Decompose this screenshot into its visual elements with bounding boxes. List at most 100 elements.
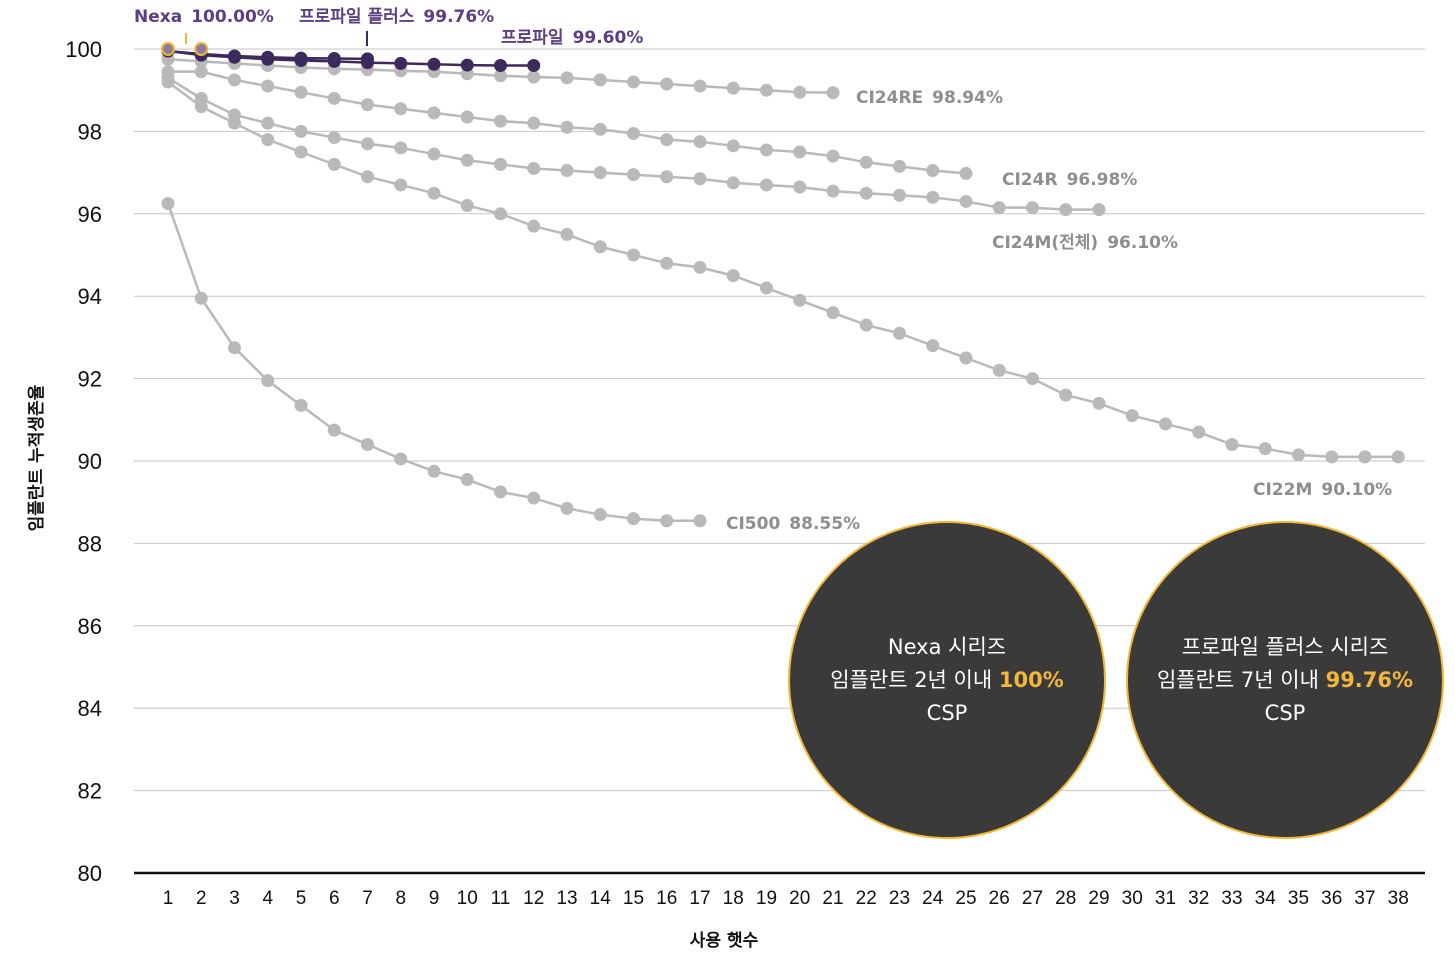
data-point: [460, 110, 474, 124]
data-point: [693, 260, 707, 274]
bubble-highlight: 99.76%: [1325, 667, 1414, 692]
x-tick-label: 32: [1188, 888, 1209, 909]
data-point: [893, 188, 906, 202]
data-point: [1026, 201, 1039, 215]
data-point: [1125, 409, 1139, 423]
data-point: [826, 184, 840, 198]
series-name: Nexa: [134, 7, 182, 27]
data-point: [228, 108, 241, 122]
series-value: 98.94%: [932, 88, 1003, 108]
data-point: [893, 326, 906, 340]
data-point: [1325, 450, 1339, 464]
data-point: [228, 341, 241, 355]
data-point: [527, 219, 541, 233]
series-value: 96.98%: [1067, 170, 1138, 190]
data-point: [793, 85, 807, 99]
label-ci24r: CI24R 96.98%: [1002, 170, 1137, 190]
data-point: [427, 186, 441, 200]
data-point: [327, 91, 341, 105]
x-tick-label: 4: [262, 888, 273, 909]
data-point: [1258, 442, 1272, 456]
series-ci24m: [161, 71, 1106, 217]
series-name: 프로파일: [501, 28, 564, 48]
x-tick-label: 36: [1321, 888, 1342, 909]
x-tick-label: 17: [689, 888, 710, 909]
x-tick-label: 33: [1221, 888, 1242, 909]
data-point: [726, 139, 740, 153]
data-point: [992, 363, 1006, 377]
series-name: CI24R: [1002, 170, 1058, 190]
data-point: [726, 81, 740, 95]
bubble-line-2-text: 임플란트 7년 이내: [1156, 667, 1326, 692]
data-point: [228, 49, 241, 63]
data-point: [1092, 396, 1106, 410]
y-axis-title: 임플란트 누적생존율: [26, 384, 47, 531]
label-ci24re: CI24RE 98.94%: [856, 88, 1003, 108]
data-point: [793, 145, 807, 159]
data-point: [194, 91, 208, 105]
data-point: [161, 65, 175, 79]
data-point: [261, 50, 275, 64]
data-point: [294, 145, 308, 159]
data-point: [361, 438, 374, 452]
series-value: 99.60%: [573, 28, 644, 48]
y-tick-label: 98: [78, 119, 102, 144]
data-point: [926, 190, 940, 204]
data-point: [261, 374, 275, 388]
series-ci24r: [161, 65, 973, 180]
label-profile: 프로파일 99.60%: [501, 28, 643, 48]
data-point: [194, 291, 208, 305]
data-point: [926, 164, 940, 178]
data-point: [361, 170, 374, 184]
data-point: [161, 197, 175, 210]
data-point: [627, 75, 640, 89]
y-tick-label: 96: [78, 202, 102, 227]
data-point: [1059, 388, 1073, 402]
data-point: [261, 133, 275, 147]
data-point: [693, 172, 707, 186]
data-point: [726, 176, 740, 190]
data-point: [959, 351, 973, 365]
y-tick-label: 100: [65, 37, 102, 62]
x-tick-label: 21: [822, 888, 843, 909]
y-tick-label: 88: [78, 531, 102, 556]
x-tick-label: 14: [590, 888, 612, 909]
data-point: [1059, 203, 1073, 217]
x-tick-label: 15: [623, 888, 644, 909]
x-tick-label: 37: [1354, 888, 1375, 909]
data-point: [992, 201, 1006, 215]
data-point: [726, 269, 740, 283]
x-tick-label: 8: [395, 888, 406, 909]
data-point: [593, 508, 607, 522]
data-point: [361, 98, 374, 112]
data-point: [560, 120, 574, 134]
y-tick-label: 84: [78, 696, 102, 721]
y-tick-label: 92: [78, 367, 102, 392]
data-point: [427, 147, 441, 161]
series-value: 100.00%: [191, 7, 274, 27]
data-point: [760, 143, 773, 157]
x-tick-label: 24: [922, 888, 944, 909]
x-tick-label: 1: [163, 888, 174, 909]
data-point: [394, 178, 408, 192]
series-ci22m: [161, 75, 1405, 464]
x-tick-label: 29: [1088, 888, 1109, 909]
x-tick-label: 13: [556, 888, 577, 909]
y-tick-label: 86: [78, 614, 102, 639]
x-tick-label: 9: [429, 888, 440, 909]
x-tick-label: 22: [856, 888, 877, 909]
data-point: [261, 116, 275, 130]
x-axis-title: 사용 햇수: [690, 931, 759, 951]
data-point: [1192, 425, 1206, 439]
data-point: [494, 485, 507, 499]
series-nexa: [161, 42, 209, 56]
bubble-line-2: 임플란트 2년 이내 100%: [830, 664, 1064, 697]
data-point: [294, 85, 308, 99]
bubble-line-2: 임플란트 7년 이내 99.76%: [1157, 664, 1413, 697]
data-point: [760, 83, 773, 97]
x-tick-label: 23: [889, 888, 910, 909]
x-tick-label: 7: [362, 888, 373, 909]
x-tick-label: 5: [296, 888, 307, 909]
data-point: [494, 114, 507, 128]
data-point: [826, 149, 840, 163]
